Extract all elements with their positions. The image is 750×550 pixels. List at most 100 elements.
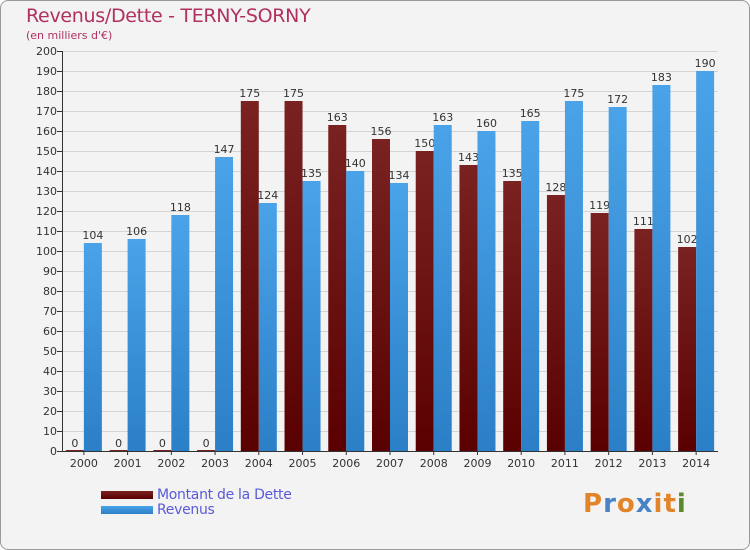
data-label-debt: 0 xyxy=(203,437,210,450)
legend-label-debt: Montant de la Dette xyxy=(157,486,292,503)
x-tick-label: 2013 xyxy=(638,457,666,470)
y-tick-label: 160 xyxy=(36,125,57,138)
bar-debt xyxy=(590,213,609,451)
x-tick-label: 2004 xyxy=(245,457,273,470)
bar-debt xyxy=(546,195,565,451)
y-tick-label: 20 xyxy=(43,405,57,418)
data-label-debt: 175 xyxy=(239,87,260,100)
bar-revenue xyxy=(258,203,277,451)
bar-revenue xyxy=(433,125,452,451)
data-label-debt: 175 xyxy=(283,87,304,100)
data-label-debt: 143 xyxy=(458,151,479,164)
y-tick-label: 200 xyxy=(36,45,57,58)
x-tick-label: 2011 xyxy=(551,457,579,470)
data-label-debt: 163 xyxy=(327,111,348,124)
y-tick-label: 70 xyxy=(43,305,57,318)
bar-revenue xyxy=(652,85,671,451)
logo-letter: i xyxy=(676,489,687,519)
data-label-debt: 0 xyxy=(159,437,166,450)
y-tick-label: 0 xyxy=(50,445,57,458)
data-label-revenue: 104 xyxy=(82,229,103,242)
data-label-revenue: 140 xyxy=(345,157,366,170)
x-tick-label: 2003 xyxy=(201,457,229,470)
chart-title: Revenus/Dette - TERNY-SORNY xyxy=(26,5,311,27)
y-tick-label: 50 xyxy=(43,345,57,358)
x-tick-label: 2012 xyxy=(595,457,623,470)
bar-debt xyxy=(415,151,434,451)
data-label-debt: 150 xyxy=(414,137,435,150)
bar-revenue xyxy=(390,183,408,451)
data-label-debt: 111 xyxy=(633,215,654,228)
x-tick-label: 2010 xyxy=(507,457,535,470)
logo-letter: o xyxy=(616,489,636,519)
proxiti-logo: Proxiti xyxy=(583,489,687,519)
data-label-debt: 156 xyxy=(371,125,392,138)
y-tick-label: 130 xyxy=(36,185,57,198)
x-tick-label: 2001 xyxy=(114,457,142,470)
bar-revenue xyxy=(346,171,365,451)
y-tick-label: 140 xyxy=(36,165,57,178)
bar-debt xyxy=(284,101,303,451)
logo-letter: r xyxy=(603,489,617,519)
data-label-revenue: 147 xyxy=(214,143,235,156)
logo-letter: x xyxy=(635,489,654,519)
logo-letter: P xyxy=(583,489,604,519)
bar-revenue xyxy=(564,101,583,451)
bar-debt xyxy=(503,181,522,451)
bar-revenue xyxy=(608,107,627,451)
y-tick-label: 10 xyxy=(43,425,57,438)
data-label-debt: 135 xyxy=(502,167,523,180)
data-label-revenue: 190 xyxy=(695,57,716,70)
x-tick-label: 2006 xyxy=(332,457,360,470)
data-label-revenue: 118 xyxy=(170,201,191,214)
bar-debt xyxy=(459,165,478,451)
bar-revenue xyxy=(696,71,715,451)
x-tick-label: 2002 xyxy=(157,457,185,470)
y-tick-label: 110 xyxy=(36,225,57,238)
chart-subtitle: (en milliers d'€) xyxy=(26,29,113,42)
bar-revenue xyxy=(127,239,146,451)
bar-revenue xyxy=(302,181,321,451)
data-label-revenue: 163 xyxy=(432,111,453,124)
y-tick-label: 60 xyxy=(43,325,57,338)
x-tick-label: 2014 xyxy=(682,457,710,470)
x-tick-label: 2008 xyxy=(420,457,448,470)
data-label-debt: 128 xyxy=(545,181,566,194)
data-label-debt: 0 xyxy=(115,437,122,450)
data-label-debt: 0 xyxy=(71,437,78,450)
bar-debt xyxy=(240,101,259,451)
legend-swatch-debt xyxy=(101,490,153,499)
y-tick-label: 100 xyxy=(36,245,57,258)
y-tick-label: 90 xyxy=(43,265,57,278)
bar-debt xyxy=(634,229,653,451)
bar-revenue xyxy=(171,215,190,451)
legend: Montant de la Dette Revenus xyxy=(101,486,292,518)
x-tick-label: 2005 xyxy=(289,457,317,470)
x-tick-label: 2000 xyxy=(70,457,98,470)
y-tick-label: 170 xyxy=(36,105,57,118)
y-tick-label: 180 xyxy=(36,85,57,98)
legend-swatch-revenue xyxy=(101,505,153,514)
data-label-revenue: 124 xyxy=(257,189,278,202)
y-tick-label: 190 xyxy=(36,65,57,78)
logo-letter: i xyxy=(653,489,664,519)
bar-revenue xyxy=(215,157,234,451)
bar-debt xyxy=(372,139,390,451)
y-tick-label: 150 xyxy=(36,145,57,158)
data-label-revenue: 183 xyxy=(651,71,672,84)
logo-letter: t xyxy=(663,489,677,519)
bar-debt xyxy=(678,247,697,451)
legend-item-debt: Montant de la Dette xyxy=(101,486,292,503)
data-label-revenue: 175 xyxy=(563,87,584,100)
data-label-revenue: 135 xyxy=(301,167,322,180)
y-tick-label: 80 xyxy=(43,285,57,298)
legend-label-revenue: Revenus xyxy=(157,501,215,518)
bar-debt xyxy=(328,125,347,451)
data-label-revenue: 106 xyxy=(126,225,147,238)
y-tick-label: 120 xyxy=(36,205,57,218)
data-label-revenue: 165 xyxy=(520,107,541,120)
data-label-debt: 102 xyxy=(677,233,698,246)
x-tick-label: 2009 xyxy=(463,457,491,470)
legend-item-revenue: Revenus xyxy=(101,501,292,518)
